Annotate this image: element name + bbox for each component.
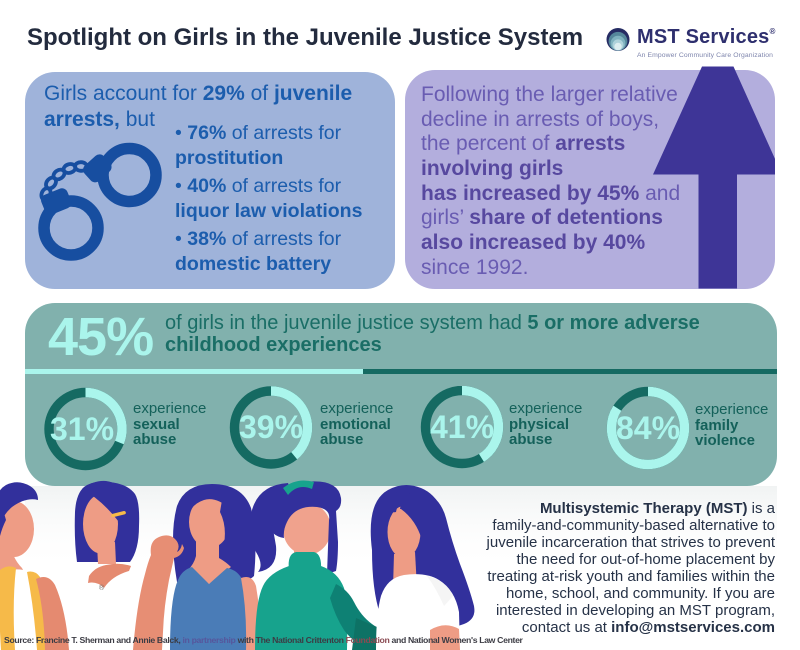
- svg-text:®: ®: [99, 584, 105, 592]
